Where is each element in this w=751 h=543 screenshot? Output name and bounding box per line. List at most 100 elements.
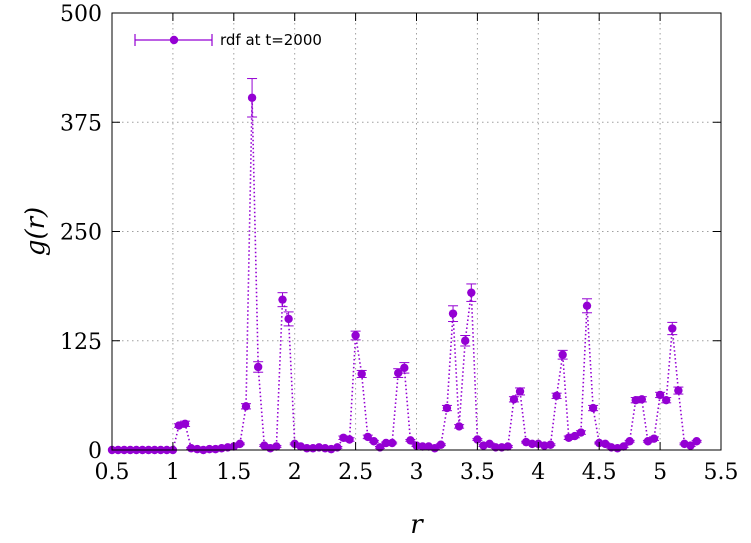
point-marker — [637, 395, 647, 404]
data-point — [624, 437, 635, 446]
point-marker — [655, 390, 665, 400]
point-marker — [668, 324, 677, 333]
point-marker — [241, 402, 251, 411]
data-point — [247, 78, 258, 118]
data-point — [448, 305, 459, 323]
y-tick-label: 375 — [60, 111, 102, 136]
data-point — [180, 419, 191, 428]
point-marker — [247, 93, 257, 102]
point-marker — [588, 403, 598, 413]
point-marker — [674, 386, 683, 395]
data-point — [508, 395, 519, 404]
x-tick-label: 4 — [531, 460, 545, 485]
point-marker — [461, 336, 470, 345]
point-marker — [369, 437, 379, 446]
data-point — [673, 386, 684, 395]
point-marker — [649, 434, 659, 443]
point-marker — [473, 435, 482, 444]
point-marker — [503, 442, 513, 451]
x-tick-label: 2.5 — [338, 460, 373, 485]
point-marker — [406, 436, 415, 445]
point-marker — [467, 288, 476, 297]
data-point — [588, 403, 599, 413]
data-point — [685, 441, 696, 450]
data-point — [582, 298, 593, 314]
data-point — [441, 403, 452, 413]
data-point — [472, 435, 483, 444]
x-tick-label: 3.5 — [460, 460, 495, 485]
data-point — [344, 435, 355, 444]
legend-marker — [169, 35, 179, 45]
data-point — [381, 438, 392, 448]
x-tick-labels: 0.5 1 1.5 2 2.5 3 3.5 4 4.5 5 5.5 — [95, 460, 739, 485]
data-point — [277, 292, 288, 308]
y-tick-label: 500 — [60, 2, 102, 27]
point-marker — [381, 438, 391, 448]
y-tick-label: 125 — [60, 330, 102, 355]
point-marker — [253, 362, 263, 372]
grid-lines — [112, 13, 721, 450]
point-marker — [394, 368, 403, 378]
point-marker — [284, 314, 293, 324]
data-point — [283, 311, 294, 327]
series-points-layer — [107, 78, 702, 455]
data-point — [234, 439, 245, 449]
data-point — [362, 432, 373, 442]
x-tick-label: 4.5 — [582, 460, 617, 485]
data-point — [393, 368, 404, 378]
point-marker — [272, 442, 281, 451]
point-marker — [442, 403, 452, 413]
point-marker — [491, 443, 500, 452]
data-point — [399, 362, 410, 374]
point-marker — [582, 301, 592, 310]
point-marker — [546, 440, 555, 449]
x-tick-label: 5.5 — [704, 460, 739, 485]
data-point — [332, 443, 343, 452]
point-marker — [235, 439, 245, 449]
y-tick-labels: 0 125 250 375 500 — [60, 2, 102, 464]
x-tick-label: 1.5 — [216, 460, 251, 485]
point-marker — [454, 422, 464, 431]
data-point — [405, 436, 416, 445]
point-marker — [625, 437, 634, 446]
point-marker — [351, 331, 360, 340]
point-marker — [363, 432, 372, 442]
point-marker — [278, 295, 287, 304]
x-tick-label: 1 — [166, 460, 180, 485]
y-tick-label: 250 — [60, 221, 102, 246]
legend-label: rdf at t=2000 — [220, 31, 322, 49]
point-marker — [552, 391, 561, 401]
data-point — [636, 395, 647, 404]
point-marker — [686, 441, 695, 450]
data-point — [253, 361, 264, 373]
data-point — [502, 442, 513, 451]
data-point — [460, 335, 471, 347]
point-marker — [436, 440, 446, 449]
data-point — [667, 321, 678, 336]
point-marker — [345, 435, 354, 444]
series-line-layer — [112, 97, 698, 451]
point-marker — [619, 442, 628, 451]
x-tick-label: 5 — [653, 460, 667, 485]
data-point — [691, 437, 702, 446]
y-tick-label: 0 — [88, 439, 102, 464]
data-point — [551, 391, 562, 401]
data-point — [454, 422, 465, 431]
data-point — [618, 442, 629, 451]
point-marker — [509, 395, 519, 404]
axis-ticks — [111, 12, 722, 451]
point-marker — [357, 369, 366, 379]
point-marker — [333, 443, 342, 452]
point-marker — [485, 439, 494, 449]
point-marker — [180, 419, 190, 428]
x-tick-label: 3 — [410, 460, 424, 485]
point-marker — [661, 395, 671, 405]
data-point — [368, 437, 379, 446]
point-marker — [601, 439, 610, 449]
data-point — [240, 402, 251, 411]
point-marker — [448, 309, 458, 318]
point-marker — [528, 439, 537, 449]
point-marker — [205, 444, 214, 454]
point-marker — [558, 350, 567, 359]
